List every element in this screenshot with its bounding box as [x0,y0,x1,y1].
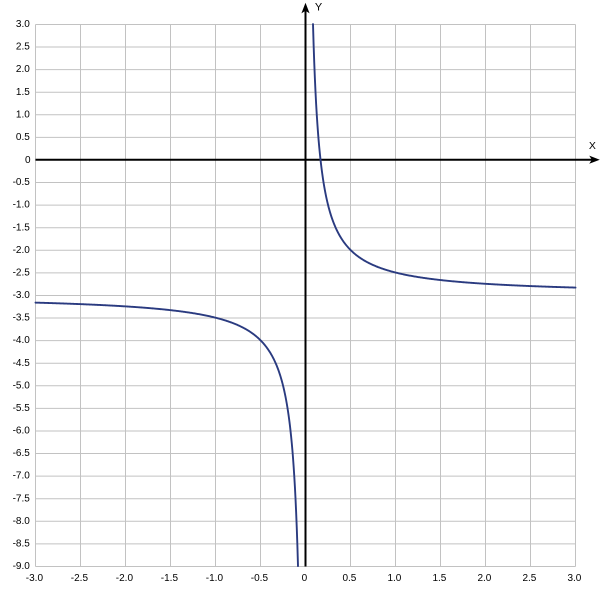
svg-text:-1.5: -1.5 [13,222,31,233]
svg-text:-2.5: -2.5 [71,573,89,584]
svg-text:2.0: 2.0 [16,64,30,75]
svg-text:-5.5: -5.5 [13,403,31,414]
svg-text:-1.0: -1.0 [13,200,31,211]
svg-text:-3.0: -3.0 [13,290,31,301]
svg-text:-0.5: -0.5 [251,573,269,584]
svg-text:-6.5: -6.5 [13,448,31,459]
svg-text:-4.0: -4.0 [13,335,31,346]
svg-text:-5.0: -5.0 [13,380,31,391]
svg-text:1.0: 1.0 [387,573,401,584]
svg-text:0.5: 0.5 [16,132,30,143]
svg-text:-8.5: -8.5 [13,538,31,549]
svg-text:0: 0 [302,573,308,584]
svg-text:-3.0: -3.0 [26,573,44,584]
svg-text:3.0: 3.0 [567,573,581,584]
svg-text:2.5: 2.5 [522,573,536,584]
svg-text:1.5: 1.5 [432,573,446,584]
svg-text:-7.5: -7.5 [13,493,31,504]
svg-text:-6.0: -6.0 [13,426,31,437]
svg-text:1.5: 1.5 [16,87,30,98]
svg-text:-4.5: -4.5 [13,358,31,369]
svg-text:2.5: 2.5 [16,42,30,53]
svg-text:X: X [589,140,596,152]
svg-text:3.0: 3.0 [16,19,30,30]
svg-text:-1.5: -1.5 [161,573,179,584]
svg-text:-2.0: -2.0 [116,573,134,584]
svg-text:-2.5: -2.5 [13,267,31,278]
svg-text:-8.0: -8.0 [13,516,31,527]
svg-text:-2.0: -2.0 [13,245,31,256]
svg-text:1.0: 1.0 [16,109,30,120]
svg-text:-7.0: -7.0 [13,471,31,482]
svg-text:0.5: 0.5 [342,573,356,584]
svg-text:2.0: 2.0 [477,573,491,584]
svg-text:0: 0 [25,155,31,166]
svg-text:-3.5: -3.5 [13,313,31,324]
svg-text:Y: Y [315,2,323,14]
svg-text:-9.0: -9.0 [13,561,31,572]
svg-text:-0.5: -0.5 [13,177,31,188]
svg-text:-1.0: -1.0 [206,573,224,584]
